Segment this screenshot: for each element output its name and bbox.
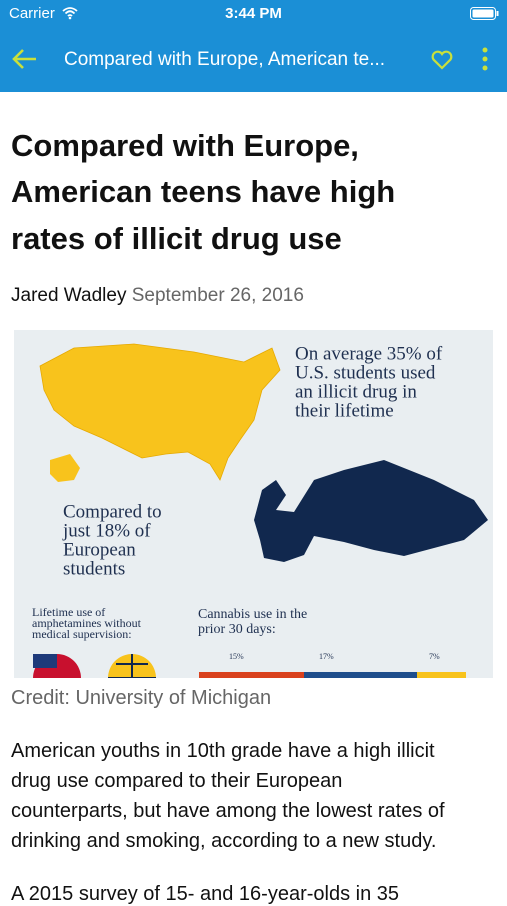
paragraph-line: counterparts, but have among the lowest … [11, 800, 445, 822]
paragraph-line: drug use compared to their European [11, 770, 343, 792]
amphetamines-text: medical supervision: [32, 627, 132, 641]
article-title: American teens have high [11, 174, 396, 209]
paragraph-line: American youths in 10th grade have a hig… [11, 740, 435, 762]
time: 3:44 PM [225, 5, 282, 22]
image-credit: Credit: University of Michigan [11, 687, 272, 709]
favorite-button[interactable] [431, 50, 453, 70]
battery-icon [470, 7, 499, 20]
carrier: Carrier [9, 5, 55, 22]
cannabis-label: 15% [229, 652, 244, 661]
us-text: U.S. students used [295, 362, 436, 383]
menu-button[interactable] [480, 46, 490, 74]
cannabis-bar [304, 672, 417, 678]
header: Carrier 3:44 PM Compared with Europe, Am… [0, 0, 507, 92]
nav-title: Compared with Europe, American te... [64, 49, 386, 70]
cannabis-text: prior 30 days: [198, 622, 276, 637]
amphetamines-text: Lifetime use of [32, 605, 105, 619]
article-title: rates of illicit drug use [11, 221, 342, 256]
europe-text: European [63, 539, 136, 560]
date: September 26, 2016 [131, 285, 304, 306]
paragraph-line: drinking and smoking, according to a new… [11, 830, 437, 852]
cannabis-bar [199, 672, 304, 678]
author: Jared Wadley [11, 285, 127, 306]
cannabis-label: 7% [429, 652, 440, 661]
byline: Jared Wadley September 26, 2016 [11, 285, 304, 307]
cannabis-bar [417, 672, 466, 678]
us-text: an illicit drug in [295, 381, 417, 402]
paragraph-line: A 2015 survey of 15- and 16-year-olds in… [11, 883, 400, 905]
wifi-icon [62, 7, 78, 20]
article-title: Compared with Europe, [11, 128, 359, 163]
europe-text: students [63, 558, 125, 579]
cannabis-label: 17% [319, 652, 334, 661]
us-text: their lifetime [295, 400, 394, 421]
europe-text: Compared to [63, 501, 162, 522]
cannabis-text: Cannabis use in the [198, 607, 307, 622]
us-text: On average 35% of [295, 343, 443, 364]
back-button[interactable] [12, 48, 38, 70]
europe-text: just 18% of [62, 520, 151, 541]
amphetamines-text: amphetamines without [32, 616, 142, 630]
